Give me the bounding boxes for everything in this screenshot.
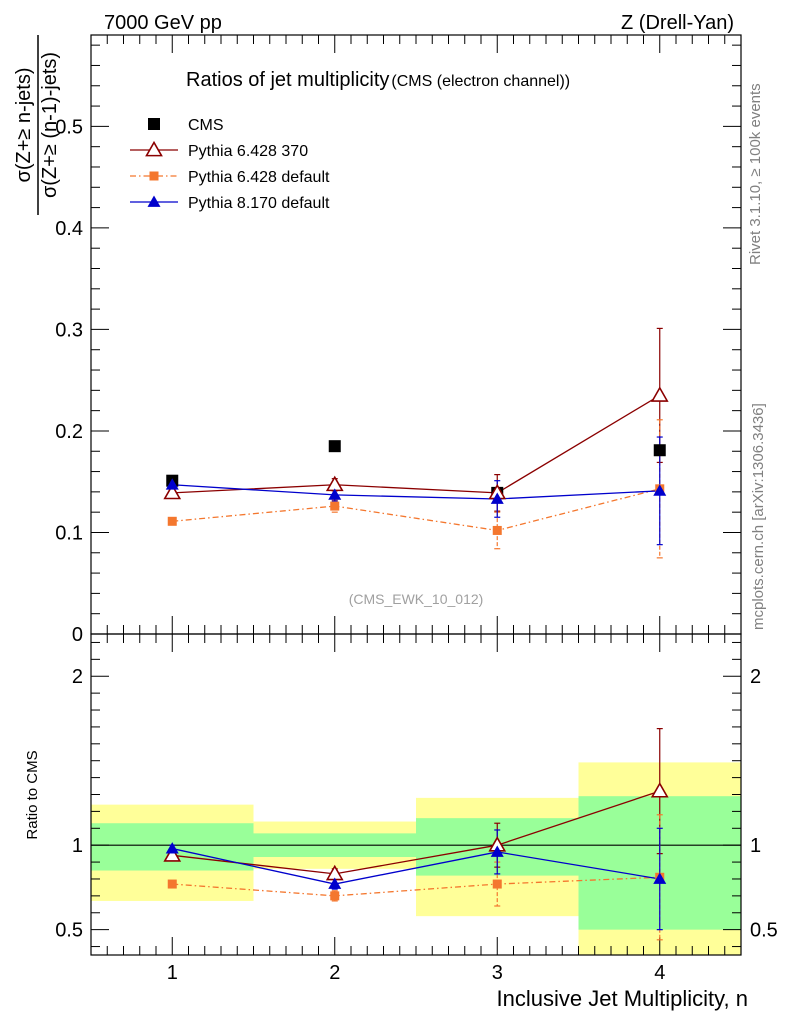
x-tick-label: 4 <box>654 962 665 984</box>
ratio-point-pythia6_370 <box>650 782 669 798</box>
top-line-pythia8_default <box>172 484 660 500</box>
ratio-point-pythia6_370 <box>163 846 182 862</box>
top-line-pythia6_default <box>172 488 660 532</box>
top-ytick-label-zero: 0 <box>72 624 83 646</box>
top-point-cms <box>653 444 666 457</box>
top-point-pythia8_default <box>328 488 342 500</box>
legend-label-cms: CMS <box>188 117 224 134</box>
x-axis-label: Inclusive Jet Multiplicity, n <box>497 986 748 1011</box>
ratio-line-pythia8_default <box>172 847 660 885</box>
data-series <box>163 327 669 941</box>
ratio-point-pythia6_default <box>492 879 502 889</box>
analysis-watermark: (CMS_EWK_10_012) <box>349 591 484 607</box>
ratio-point-pythia6_default <box>167 879 177 889</box>
top-ytick-label: 0.2 <box>55 421 83 443</box>
legend-label-pythia6_default: Pythia 6.428 default <box>188 169 330 186</box>
chart-subtitle: (CMS (electron channel)) <box>391 73 570 90</box>
top-ytick-label: 0.3 <box>55 319 83 341</box>
ratio-uncertainty-bands <box>91 762 741 955</box>
ratio-ytick-label-right: 0.5 <box>750 920 778 942</box>
ratio-line-pythia6_default <box>172 876 660 897</box>
y-label-denominator: σ(Z+≥ (n-1)-jets) <box>39 52 61 198</box>
top-point-pythia6_370 <box>163 483 182 500</box>
ratio-point-pythia8_default <box>653 872 667 884</box>
x-tick-label: 3 <box>492 962 503 984</box>
y-label-numerator: σ(Z+≥ n-jets) <box>13 68 35 183</box>
top-ytick-label: 0.5 <box>55 116 83 138</box>
ratio-y-axis-label: Ratio to CMS <box>24 750 41 839</box>
ratio-point-pythia8_default <box>490 845 504 857</box>
axis-ticks: 0.1 0.2 0.3 0.4 0.5 0 0.5 0.5 1 1 2 2 1 2 3 4 <box>55 35 778 984</box>
ratio-point-pythia6_default <box>330 891 340 901</box>
legend-marker-pythia6_370 <box>145 140 163 157</box>
top-point-pythia6_default <box>330 501 340 511</box>
top-series-pythia6_370 <box>169 327 663 512</box>
legend-label-pythia8_default: Pythia 8.170 default <box>188 195 330 212</box>
chart-title-main: Ratios of jet multiplicity <box>186 69 389 91</box>
ratio-point-pythia8_default <box>165 842 179 854</box>
top-point-pythia8_default <box>490 492 504 504</box>
top-ytick-label: 0.4 <box>55 218 83 240</box>
top-point-cms <box>328 440 341 453</box>
legend-label-pythia6_370: Pythia 6.428 370 <box>188 143 308 160</box>
ratio-ytick-label-right: 1 <box>750 835 761 857</box>
top-point-pythia6_default <box>492 525 502 535</box>
ratio-ytick-label-left: 1 <box>72 835 83 857</box>
chart-title: Ratios of jet multiplicity (CMS (electron… <box>186 69 570 91</box>
ratio-ytick-label-left: 2 <box>72 666 83 688</box>
top-point-pythia8_default <box>165 478 179 490</box>
mcplots-label: mcplots.cern.ch [arXiv:1306.3436] <box>750 403 767 630</box>
rivet-label: Rivet 3.1.10, ≥ 100k events <box>747 83 764 265</box>
top-point-pythia6_default <box>167 516 177 526</box>
legend-marker-cms <box>148 118 160 130</box>
top-point-pythia6_370 <box>650 386 669 402</box>
x-tick-label: 2 <box>329 962 340 984</box>
top-point-pythia8_default <box>653 484 667 496</box>
ratio-ytick-label-left: 0.5 <box>55 920 83 942</box>
header-right: Z (Drell-Yan) <box>621 12 734 34</box>
top-ytick-label: 0.1 <box>55 522 83 544</box>
header-left: 7000 GeV pp <box>104 12 222 34</box>
x-tick-label: 1 <box>167 962 178 984</box>
ratio-line-pythia6_370 <box>172 790 660 875</box>
ratio-point-pythia8_default <box>328 877 342 889</box>
top-y-axis-label: σ(Z+≥ n-jets) σ(Z+≥ (n-1)-jets) <box>13 35 61 215</box>
ratio-ytick-label-right: 2 <box>750 666 761 688</box>
legend-marker-pythia6_default <box>149 171 159 181</box>
top-line-pythia6_370 <box>172 394 661 494</box>
top-series-pythia8_default <box>169 436 663 546</box>
legend-marker-pythia8_default <box>147 195 161 207</box>
legend: CMS Pythia 6.428 370 Pythia 6.428 default P… <box>130 117 330 212</box>
